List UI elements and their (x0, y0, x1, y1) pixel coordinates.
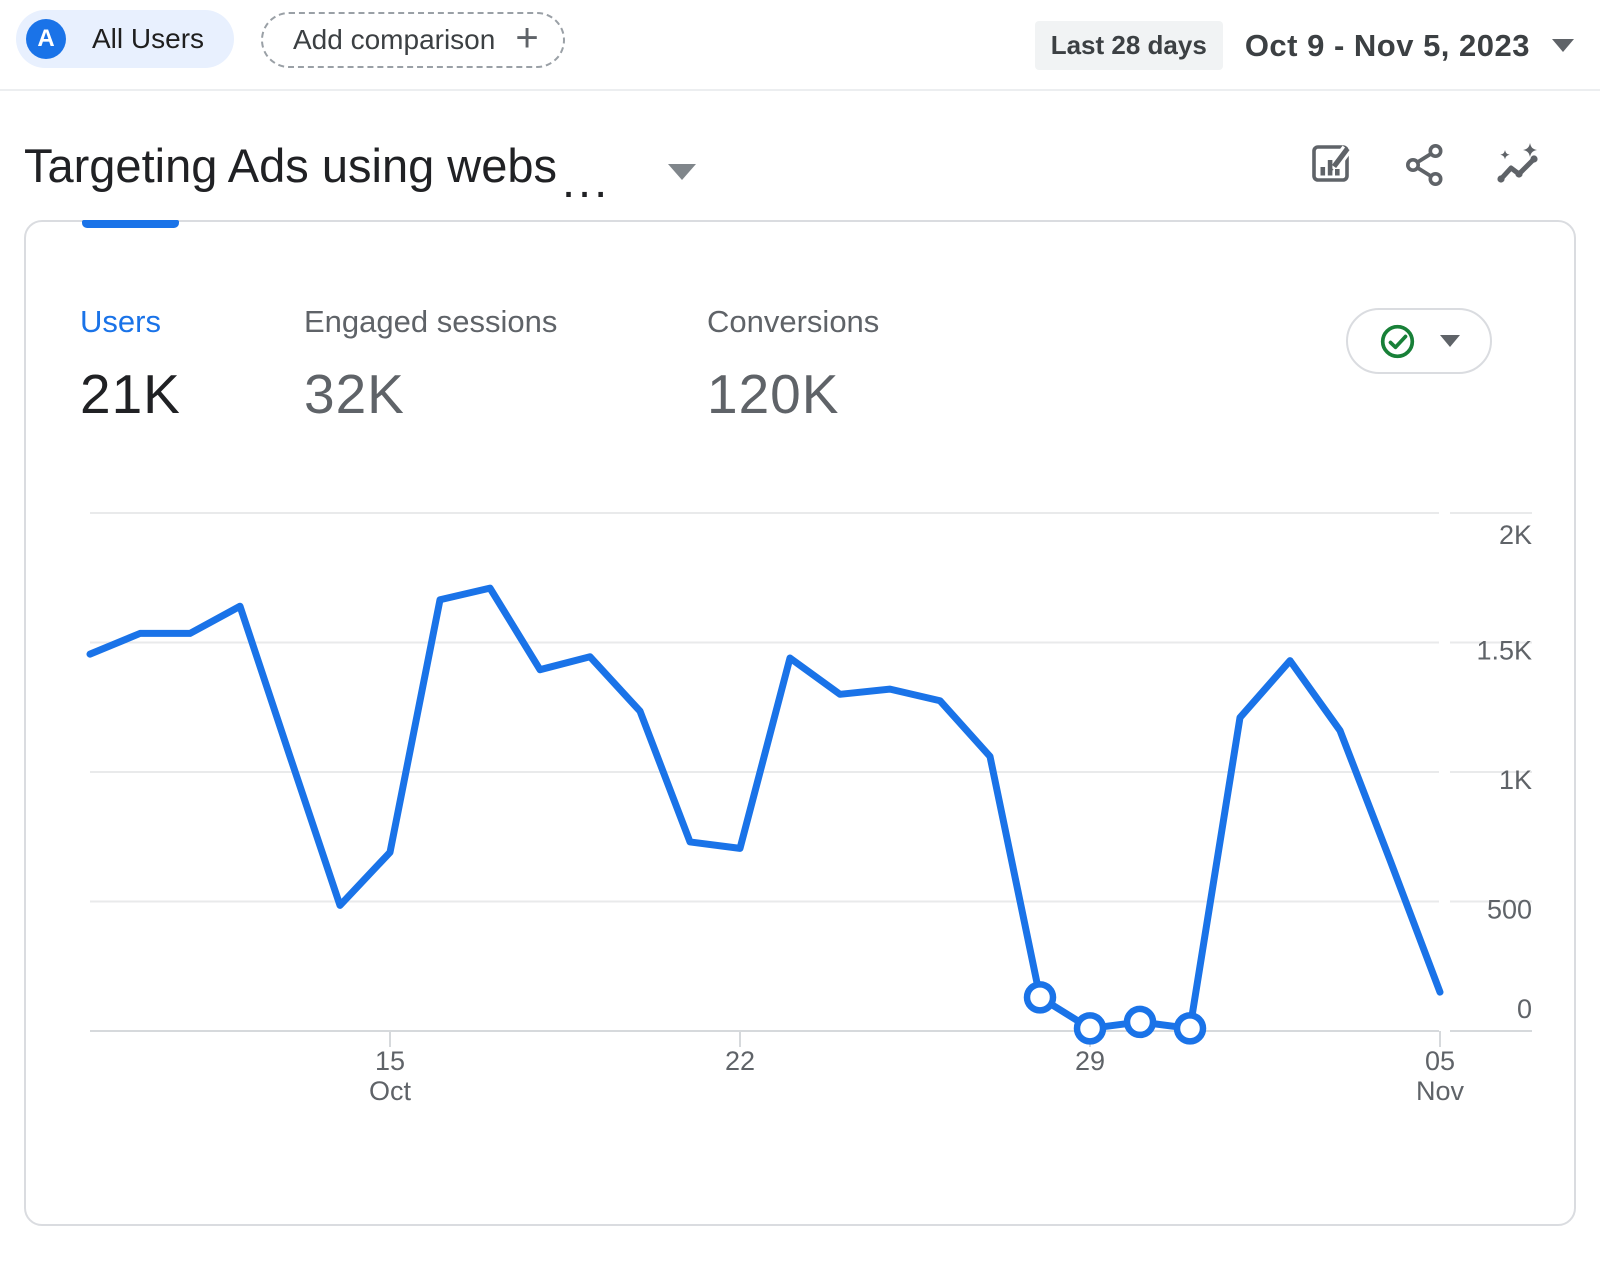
customize-report-icon[interactable] (1308, 141, 1356, 189)
y-axis-label: 1K (1499, 765, 1532, 795)
users-tab-indicator (82, 220, 179, 228)
y-axis-label: 0 (1517, 994, 1532, 1024)
chart-marker[interactable] (1173, 1012, 1207, 1045)
plus-icon: + (515, 16, 539, 60)
metric-value: 120K (707, 363, 840, 425)
x-axis-label: 15 (375, 1046, 405, 1076)
metric-label: Conversions (707, 304, 880, 339)
chart-status-button[interactable] (1346, 308, 1492, 374)
tab-conversions[interactable]: Conversions 120K (707, 304, 879, 426)
date-preset-badge: Last 28 days (1034, 21, 1223, 70)
y-axis-label: 500 (1487, 895, 1532, 925)
metric-label: Engaged sessions (304, 304, 558, 339)
chevron-down-icon (668, 163, 697, 180)
report-toolbar (1308, 141, 1542, 189)
x-axis-label: 29 (1075, 1046, 1105, 1076)
add-comparison-button[interactable]: Add comparison + (261, 12, 565, 68)
tab-users[interactable]: Users 21K (80, 304, 181, 426)
x-axis-label: 05 (1425, 1046, 1455, 1076)
insights-icon[interactable] (1494, 141, 1542, 189)
share-icon[interactable] (1401, 141, 1449, 189)
y-axis-label: 1.5K (1476, 636, 1532, 666)
add-comparison-label: Add comparison (293, 24, 496, 55)
x-axis-label: Nov (1416, 1076, 1465, 1106)
x-axis-label: 22 (725, 1046, 755, 1076)
tab-engaged-sessions[interactable]: Engaged sessions 32K (304, 304, 557, 426)
chart-marker[interactable] (1123, 1005, 1157, 1039)
metric-value: 32K (304, 363, 405, 425)
page-title: Targeting Ads using webs (24, 139, 557, 192)
metric-value: 21K (80, 363, 181, 425)
caret-down-icon (1439, 335, 1460, 347)
avatar: A (26, 19, 66, 59)
check-circle-icon (1380, 324, 1414, 358)
date-range-selector[interactable]: Last 28 days Oct 9 - Nov 5, 2023 (1034, 0, 1574, 91)
x-axis-label: Oct (369, 1076, 412, 1106)
metric-label: Users (80, 304, 161, 339)
chart-marker[interactable] (1073, 1012, 1107, 1045)
overview-card: Users 21K Engaged sessions 32K Conversio… (24, 220, 1576, 1226)
report-title-dropdown[interactable]: Targeting Ads using webs ... (24, 138, 697, 207)
y-axis-label: 2K (1499, 520, 1532, 550)
chart-line (86, 584, 1444, 1032)
audience-chip[interactable]: A All Users (16, 10, 235, 68)
caret-down-icon (1552, 39, 1574, 52)
title-ellipsis: ... (562, 154, 611, 207)
date-range-text: Oct 9 - Nov 5, 2023 (1244, 27, 1530, 63)
chart-marker[interactable] (1023, 981, 1057, 1014)
audience-chip-label: All Users (92, 23, 205, 54)
top-bar: A All Users Add comparison + Last 28 day… (0, 0, 1600, 91)
